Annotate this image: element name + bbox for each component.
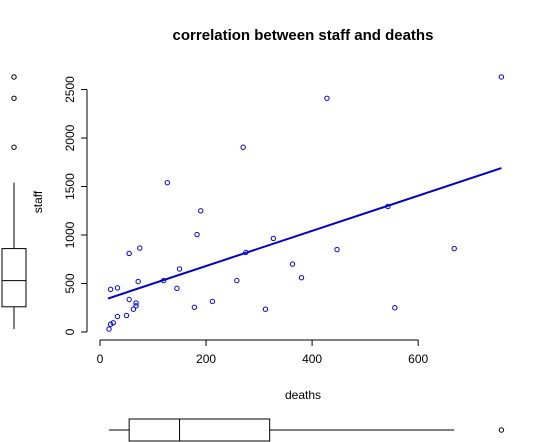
x-tick-label: 400 xyxy=(302,352,322,366)
regression-line-group xyxy=(107,167,502,300)
data-point xyxy=(334,246,340,253)
x-axis-label: deaths xyxy=(285,388,321,402)
axes: 0 200 400 600 0 500 1000 1500 2000 2500 xyxy=(63,76,428,366)
deaths-box xyxy=(128,418,271,442)
y-tick-label: 500 xyxy=(63,273,77,293)
data-point xyxy=(191,304,198,310)
data-point xyxy=(126,296,132,303)
data-point xyxy=(126,250,132,257)
x-tick-label: 0 xyxy=(97,352,104,366)
data-point xyxy=(289,261,296,267)
x-tick-label: 200 xyxy=(196,352,216,366)
chart-title: correlation between staff and deaths xyxy=(173,27,434,44)
data-point xyxy=(270,235,277,242)
data-point xyxy=(164,179,171,186)
y-tick-label: 1000 xyxy=(63,221,77,248)
data-point xyxy=(114,285,121,291)
deaths-outlier xyxy=(498,427,505,433)
data-point xyxy=(234,277,240,284)
data-points xyxy=(106,74,505,332)
data-point xyxy=(133,300,139,306)
data-point xyxy=(135,278,141,285)
data-point xyxy=(240,144,246,150)
data-point xyxy=(130,306,137,312)
data-point xyxy=(106,326,112,332)
data-point xyxy=(107,321,114,327)
boxplot-staff xyxy=(1,74,27,330)
staff-outlier xyxy=(11,95,17,101)
data-point xyxy=(114,313,121,320)
y-axis-label: staff xyxy=(31,190,45,213)
x-tick-label: 600 xyxy=(408,352,428,366)
data-point xyxy=(209,298,216,305)
data-point xyxy=(133,303,139,309)
y-tick-label: 0 xyxy=(63,328,77,335)
data-point xyxy=(451,245,457,252)
staff-box xyxy=(1,248,27,308)
y-tick-label: 2000 xyxy=(63,124,77,151)
data-point xyxy=(107,286,114,293)
data-point xyxy=(194,231,200,238)
data-point xyxy=(298,274,305,281)
data-point xyxy=(392,305,398,311)
boxplot-deaths xyxy=(109,418,505,442)
regression-line xyxy=(107,167,502,300)
staff-outlier xyxy=(11,74,17,80)
staff-outlier xyxy=(11,144,17,150)
data-point xyxy=(176,266,183,272)
data-point xyxy=(110,320,116,326)
y-tick-label: 1500 xyxy=(63,173,77,200)
data-point xyxy=(137,245,143,251)
data-point xyxy=(498,74,505,80)
data-point xyxy=(174,285,180,292)
y-tick-label: 2500 xyxy=(63,76,77,103)
data-point xyxy=(198,208,204,214)
data-point xyxy=(262,306,269,312)
data-point xyxy=(324,95,330,101)
data-point xyxy=(123,312,130,319)
